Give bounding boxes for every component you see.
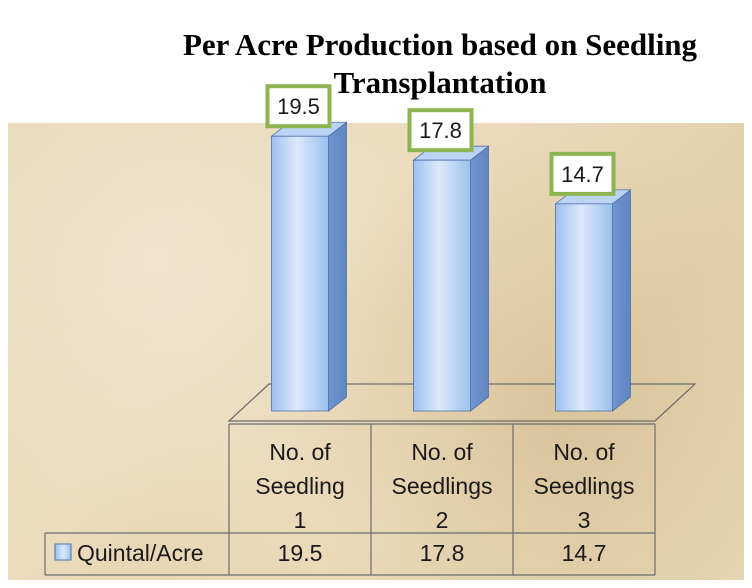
data-label-3: 14.7 — [561, 162, 604, 187]
category-label-1-line-3: 1 — [294, 507, 307, 533]
chart-title: Per Acre Production based on Seedling Tr… — [182, 27, 698, 100]
data-label-box-2 — [407, 108, 474, 153]
category-label-2-line-1: No. of — [411, 439, 473, 465]
bar-1 — [271, 135, 329, 412]
table-value-3: 14.7 — [562, 540, 607, 566]
category-label-1-line-2: Seedling — [255, 473, 345, 499]
table-value-1: 19.5 — [278, 540, 323, 566]
bar-3 — [555, 203, 613, 412]
category-label-3-line-3: 3 — [578, 507, 591, 533]
table-value-2: 17.8 — [420, 540, 465, 566]
bar-side-2 — [470, 145, 489, 412]
category-label-2-line-2: Seedlings — [391, 473, 492, 499]
data-label-2: 17.8 — [419, 118, 462, 143]
bar-side-3 — [612, 189, 631, 412]
chart-floor — [227, 383, 697, 422]
legend-label: Quintal/Acre — [77, 540, 204, 566]
legend-swatch — [54, 543, 72, 561]
category-label-3-line-1: No. of — [553, 439, 615, 465]
data-label-1: 19.5 — [277, 94, 320, 119]
bar-2 — [413, 159, 471, 412]
category-label-1-line-1: No. of — [269, 439, 331, 465]
data-label-box-1 — [265, 84, 332, 129]
category-label-2-line-3: 2 — [436, 507, 449, 533]
category-label-3-line-2: Seedlings — [533, 473, 634, 499]
bar-side-1 — [328, 121, 347, 412]
data-label-box-3 — [549, 151, 616, 196]
